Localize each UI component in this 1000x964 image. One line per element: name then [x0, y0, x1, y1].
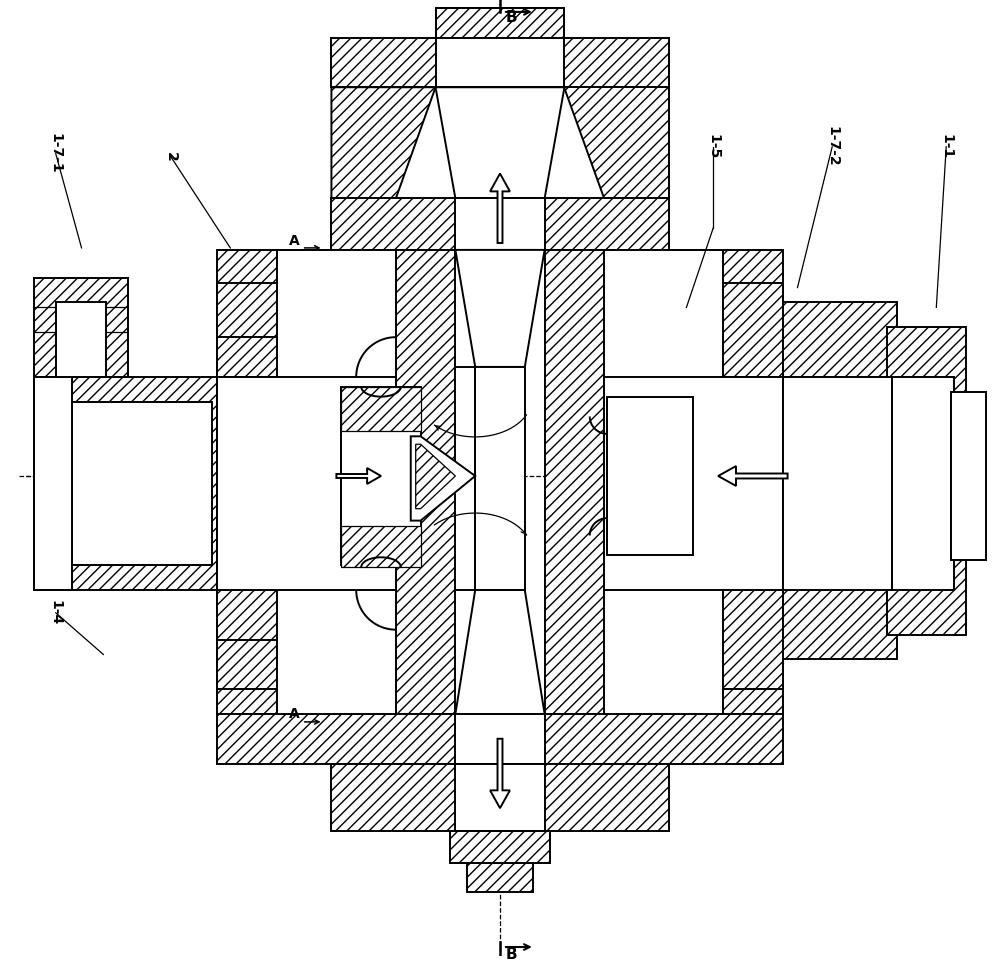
Polygon shape — [545, 199, 669, 250]
Text: 1-4: 1-4 — [49, 601, 63, 626]
Polygon shape — [34, 278, 128, 377]
Polygon shape — [564, 88, 669, 199]
Polygon shape — [341, 387, 421, 431]
Polygon shape — [331, 199, 455, 250]
Polygon shape — [490, 738, 510, 808]
Polygon shape — [217, 590, 396, 639]
Polygon shape — [783, 303, 897, 659]
Text: 1-7-1: 1-7-1 — [49, 133, 63, 174]
Text: B: B — [506, 947, 518, 962]
Polygon shape — [217, 590, 396, 689]
Polygon shape — [545, 250, 783, 714]
Polygon shape — [416, 444, 455, 509]
Polygon shape — [455, 590, 545, 714]
Polygon shape — [604, 590, 783, 689]
Polygon shape — [331, 763, 669, 831]
Polygon shape — [217, 250, 455, 714]
Polygon shape — [34, 377, 217, 590]
Text: A: A — [289, 234, 300, 248]
Polygon shape — [217, 714, 455, 763]
Polygon shape — [217, 377, 396, 590]
Polygon shape — [436, 88, 564, 199]
Polygon shape — [331, 88, 436, 199]
Polygon shape — [34, 402, 212, 565]
Polygon shape — [604, 250, 723, 714]
Text: 1-7-2: 1-7-2 — [825, 126, 839, 167]
Polygon shape — [56, 303, 106, 377]
Polygon shape — [475, 367, 525, 590]
Text: 2: 2 — [164, 151, 178, 162]
Text: 1-5: 1-5 — [706, 134, 720, 159]
Polygon shape — [604, 282, 783, 377]
Polygon shape — [455, 199, 545, 250]
Polygon shape — [604, 377, 783, 590]
Polygon shape — [436, 8, 564, 38]
Text: B: B — [506, 10, 518, 25]
Polygon shape — [34, 377, 72, 590]
Polygon shape — [341, 525, 421, 567]
Polygon shape — [277, 250, 396, 714]
Polygon shape — [455, 367, 475, 590]
Polygon shape — [331, 38, 669, 88]
Polygon shape — [341, 387, 421, 565]
Polygon shape — [490, 174, 510, 243]
Polygon shape — [718, 466, 788, 486]
Polygon shape — [607, 396, 693, 555]
Polygon shape — [455, 763, 545, 831]
Polygon shape — [436, 38, 564, 88]
Polygon shape — [336, 469, 381, 484]
Polygon shape — [455, 250, 545, 367]
Polygon shape — [887, 327, 966, 634]
Polygon shape — [217, 282, 396, 377]
Polygon shape — [217, 337, 396, 377]
Polygon shape — [951, 391, 986, 560]
Text: A: A — [289, 707, 300, 721]
Polygon shape — [467, 863, 533, 893]
Polygon shape — [892, 377, 954, 590]
Text: 1-1: 1-1 — [939, 134, 953, 159]
Polygon shape — [783, 377, 892, 590]
Polygon shape — [411, 437, 475, 521]
Polygon shape — [450, 831, 550, 863]
Polygon shape — [455, 714, 545, 763]
Polygon shape — [545, 714, 783, 763]
